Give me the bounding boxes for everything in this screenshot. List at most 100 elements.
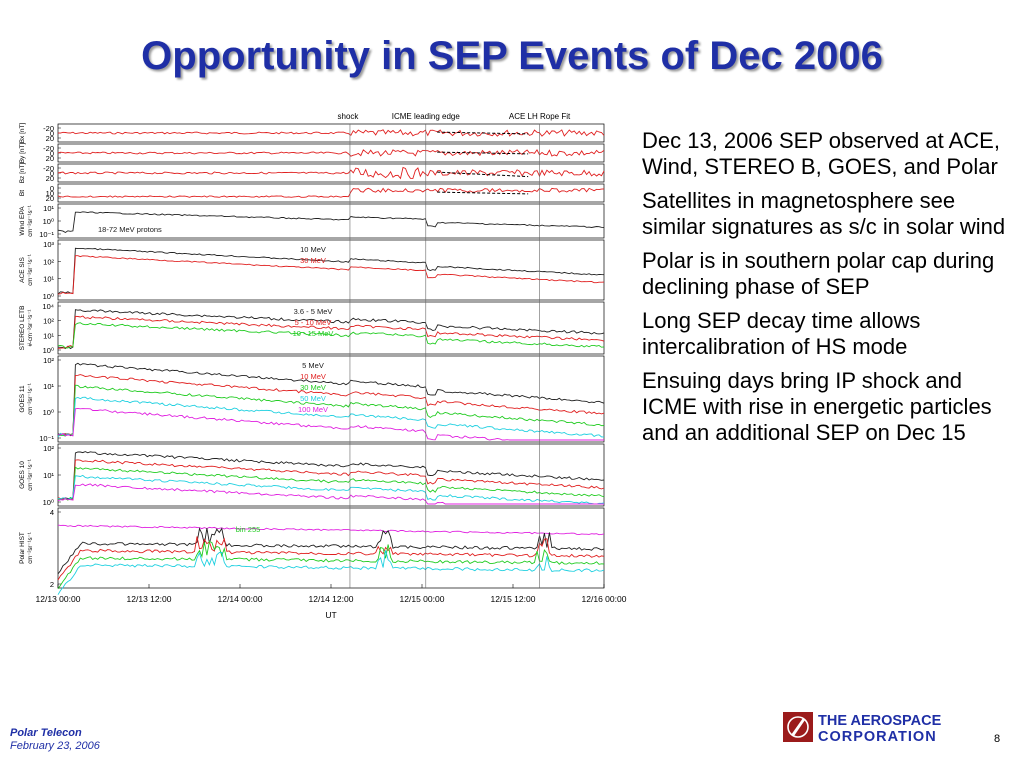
series-line-0-0 bbox=[57, 129, 605, 137]
y-tick-label: 0 bbox=[50, 169, 54, 178]
rope-fit-line bbox=[437, 191, 529, 195]
series-line-5-1 bbox=[57, 255, 605, 295]
y-tick-label: 10² bbox=[43, 317, 54, 326]
panel-frame bbox=[57, 239, 605, 301]
series-line-6-1 bbox=[57, 315, 605, 349]
y-tick-label: 20 bbox=[46, 134, 54, 143]
panel-frame bbox=[57, 123, 605, 143]
y-tick-label: 10¹ bbox=[43, 382, 54, 391]
series-line-7-0 bbox=[57, 362, 605, 437]
y-tick-label: 4 bbox=[50, 508, 54, 517]
series-line-6-2 bbox=[57, 322, 605, 349]
panel-ylabel: ACE SIS bbox=[19, 257, 26, 283]
rope-fit-line bbox=[437, 131, 529, 135]
panel-frame bbox=[57, 355, 605, 443]
series-line-8-2 bbox=[57, 466, 605, 501]
event-marker-label: ACE LH Rope Fit bbox=[509, 112, 571, 121]
series-line-1-0 bbox=[57, 149, 605, 157]
logo-line1: THE AEROSPACE bbox=[818, 713, 942, 729]
y-tick-label: 10² bbox=[43, 257, 54, 266]
y-tick-label: 10⁴ bbox=[42, 302, 54, 311]
series-line-4-0 bbox=[57, 211, 605, 234]
series-line-8-1 bbox=[57, 459, 605, 501]
series-label: 30 MeV bbox=[300, 383, 326, 392]
series-label: 10 - 15 MeV bbox=[293, 329, 334, 338]
series-label: 3.6 - 5 MeV bbox=[294, 307, 333, 316]
series-line-7-3 bbox=[57, 396, 604, 438]
bullet-item: Satellites in magnetosphere see similar … bbox=[642, 188, 1006, 239]
rope-fit-line bbox=[437, 151, 529, 155]
y-tick-label: 20 bbox=[46, 194, 54, 203]
series-label: 30 MeV bbox=[300, 256, 326, 265]
panel-ylabel-units: #-cm⁻²sr⁻¹s⁻¹ bbox=[28, 310, 34, 347]
y-tick-label: 10⁰ bbox=[43, 217, 54, 226]
panel-ylabel: GOES 11 bbox=[19, 385, 26, 413]
series-line-9-1 bbox=[57, 527, 605, 575]
x-tick-label: 12/16 00:00 bbox=[582, 594, 627, 604]
y-tick-label: -20 bbox=[43, 124, 54, 133]
y-tick-label: 10⁰ bbox=[43, 292, 54, 301]
panel-ylabel: Bz [nT] bbox=[19, 163, 26, 184]
panel-ylabel-units: cm⁻²sr⁻¹s⁻¹ bbox=[28, 254, 34, 286]
series-line-9-0 bbox=[57, 524, 605, 536]
event-marker-label: shock bbox=[338, 112, 360, 121]
footer-name: Polar Telecon bbox=[10, 727, 82, 739]
y-tick-label: 10² bbox=[43, 356, 54, 365]
series-line-5-0 bbox=[57, 247, 605, 295]
y-tick-label: 10¹ bbox=[43, 275, 54, 284]
series-line-9-2 bbox=[57, 536, 605, 581]
y-tick-label: 20 bbox=[46, 154, 54, 163]
panel-frame bbox=[57, 183, 605, 203]
y-tick-label: 0 bbox=[50, 184, 54, 193]
logo-line2: CORPORATION bbox=[818, 729, 937, 745]
sep-event-figure: shock ICME leading edge ACE LH Rope Fit Bx … bbox=[19, 112, 627, 620]
y-tick-label: 2 bbox=[50, 580, 54, 589]
footer: Polar Telecon February 23, 2006 bbox=[10, 727, 100, 753]
event-marker-label: ICME leading edge bbox=[392, 112, 461, 121]
series-line-8-4 bbox=[57, 483, 604, 505]
y-tick-label: 10² bbox=[43, 444, 54, 453]
panel-ylabel-units: cm⁻²sr⁻¹s⁻¹ bbox=[28, 205, 34, 237]
series-line-9-3 bbox=[57, 540, 605, 590]
x-axis-label: UT bbox=[325, 610, 336, 620]
bullet-item: Long SEP decay time allows intercalibrat… bbox=[642, 308, 921, 359]
panel-ylabel: GOES 10 bbox=[19, 461, 26, 489]
series-label: 18-72 MeV protons bbox=[98, 225, 162, 234]
panel-ylabel-units: cm⁻²sr⁻¹s⁻¹ bbox=[28, 383, 34, 415]
y-tick-label: 20 bbox=[46, 174, 54, 183]
bullet-list: Dec 13, 2006 SEP observed at ACE, Wind, … bbox=[642, 128, 1022, 454]
series-line-6-0 bbox=[57, 309, 605, 350]
rope-fit-line bbox=[437, 171, 529, 178]
panel-ylabel: Bt bbox=[19, 190, 26, 196]
page-number: 8 bbox=[994, 733, 1001, 745]
series-label: 10 MeV bbox=[300, 372, 326, 381]
x-tick-label: 12/15 00:00 bbox=[400, 594, 445, 604]
y-tick-label: 10⁰ bbox=[43, 498, 54, 507]
y-tick-label: 10 bbox=[46, 189, 54, 198]
aerospace-logo: THE AEROSPACE CORPORATION bbox=[783, 712, 942, 745]
y-tick-label: 10⁰ bbox=[43, 346, 54, 355]
series-label: 100 MeV bbox=[298, 405, 328, 414]
x-tick-label: 12/13 12:00 bbox=[127, 594, 172, 604]
series-line-2-0 bbox=[57, 166, 605, 180]
x-tick-label: 12/14 12:00 bbox=[309, 594, 354, 604]
series-label: 5 - 10 MeV bbox=[295, 318, 332, 327]
y-tick-label: 10¹ bbox=[43, 471, 54, 480]
bullet-item: Ensuing days bring IP shock and ICME wit… bbox=[642, 368, 992, 445]
panel-ylabel: Wind EPA bbox=[19, 206, 26, 236]
y-tick-label: 10⁰ bbox=[43, 408, 54, 417]
x-tick-label: 12/13 00:00 bbox=[36, 594, 81, 604]
series-label: 5 MeV bbox=[302, 361, 324, 370]
y-tick-label: -20 bbox=[43, 144, 54, 153]
panel-ylabel-units: cm⁻²sr⁻¹s⁻¹ bbox=[28, 459, 34, 491]
panel-ylabel: STEREO LETB bbox=[19, 306, 26, 351]
panel-ylabel: By [nT] bbox=[19, 143, 26, 164]
panel-ylabel: Bx [nT] bbox=[19, 123, 26, 144]
bullet-item: Polar is in southern polar cap during de… bbox=[642, 248, 995, 299]
series-line-7-4 bbox=[57, 407, 604, 441]
y-tick-label: -20 bbox=[43, 164, 54, 173]
series-line-7-2 bbox=[57, 384, 605, 437]
series-label: 10 MeV bbox=[300, 245, 326, 254]
series-line-8-3 bbox=[57, 474, 605, 505]
panel-ylabel-units: cm⁻²sr⁻¹s⁻¹ bbox=[28, 532, 34, 564]
